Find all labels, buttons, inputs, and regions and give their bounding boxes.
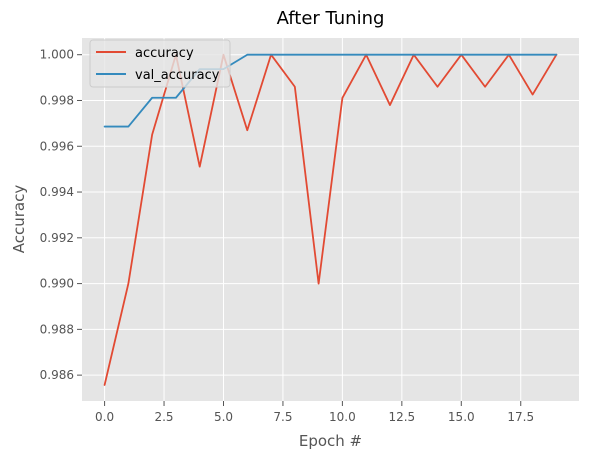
y-tick-label: 0.992 [40,231,74,245]
legend-label-accuracy: accuracy [135,46,194,61]
y-tick-label: 0.994 [40,185,74,199]
y-tick-label: 0.998 [40,93,74,107]
y-tick-label: 0.988 [40,322,74,336]
y-tick-label: 0.986 [40,368,74,382]
y-axis: 0.986 0.988 0.990 0.992 0.994 0.996 0.998 1.000 [40,48,82,382]
y-tick-label: 1.000 [40,48,74,62]
grid [82,38,579,401]
x-tick-label: 10.0 [329,410,356,424]
x-tick-label: 12.5 [388,410,415,424]
x-tick-label: 2.5 [154,410,173,424]
x-tick-label: 5.0 [214,410,233,424]
x-axis: 0.0 2.5 5.0 7.5 10.0 12.5 15.0 17.5 [95,401,534,424]
legend: accuracy val_accuracy [89,39,231,88]
x-tick-label: 0.0 [95,410,114,424]
series-line-val-accuracy [103,53,558,128]
y-tick-label: 0.996 [40,139,74,153]
x-tick-label: 7.5 [273,410,292,424]
y-axis-label: Accuracy [10,185,28,254]
x-axis-label: Epoch # [299,432,362,450]
x-tick-label: 17.5 [507,410,534,424]
y-tick-label: 0.990 [40,277,74,291]
legend-label-val-accuracy: val_accuracy [135,68,220,83]
chart-title: After Tuning [277,8,385,29]
plot-area [82,38,579,401]
x-tick-label: 15.0 [448,410,475,424]
